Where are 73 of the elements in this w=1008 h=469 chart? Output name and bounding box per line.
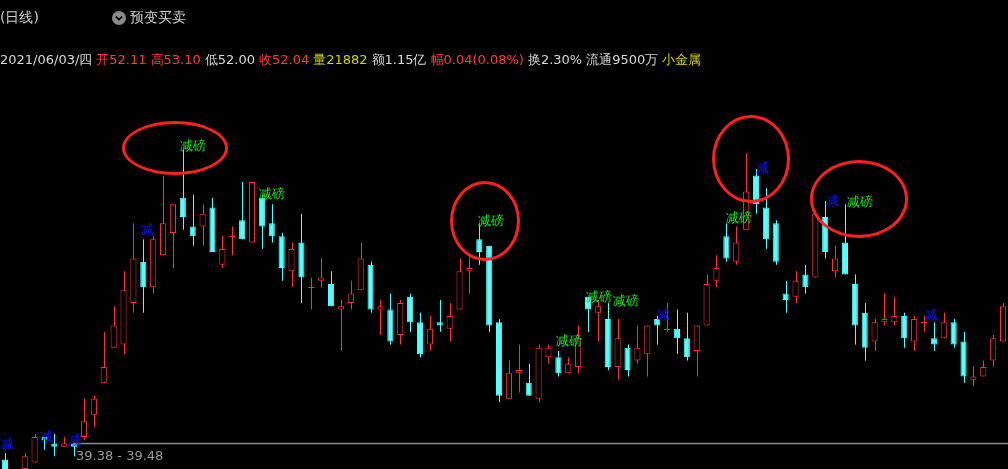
candlestick (347, 280, 354, 310)
candlestick (407, 293, 414, 333)
candlestick (693, 324, 700, 377)
candlestick (140, 238, 147, 314)
candlestick (328, 270, 335, 307)
text: 量21882 (313, 52, 368, 67)
candlestick (990, 334, 997, 368)
annotation: 减磅 (259, 186, 285, 201)
annotation: 减 (925, 307, 938, 322)
candlestick (219, 235, 226, 269)
candlestick (624, 344, 631, 377)
candlestick (189, 194, 196, 247)
annotation: 减磅 (586, 289, 612, 304)
text: 换2.30% (527, 52, 583, 67)
candlestick (555, 350, 562, 377)
candlestick (446, 302, 453, 342)
candlestick (713, 254, 720, 288)
candlestick (881, 293, 888, 326)
candlestick (90, 395, 97, 429)
annotation: 减磅 (180, 138, 206, 153)
candlestick (683, 312, 690, 362)
candlestick (505, 360, 513, 400)
candlestick (723, 222, 730, 263)
candlestick (100, 331, 107, 384)
candlestick (970, 366, 977, 387)
candlestick (792, 270, 799, 304)
annotation: 减 (68, 432, 81, 447)
candlestick (110, 305, 117, 349)
text: 流通9500万 (586, 52, 659, 67)
annotation: 减磅 (847, 194, 873, 209)
text: 2021/06/03/四 (0, 52, 93, 67)
candlestick (940, 312, 947, 339)
candlestick (525, 363, 532, 397)
text: 高53.10 (150, 52, 201, 67)
annotation: 减磅 (613, 293, 639, 308)
annotation: 减 (141, 222, 154, 237)
candlestick (31, 433, 38, 464)
candlestick (950, 318, 957, 349)
annotation: 减磅 (478, 213, 504, 228)
text: 收52.04 (258, 52, 310, 67)
candlestick (377, 299, 384, 336)
annotation: 减 (826, 193, 839, 208)
candlestick (911, 315, 918, 352)
candlestick (268, 203, 275, 244)
text: 额1.15亿 (371, 52, 427, 67)
candlestick (80, 398, 88, 441)
text: 开52.11 (96, 52, 147, 67)
candlestick (199, 203, 206, 247)
candlestick (545, 344, 552, 365)
candlestick (288, 242, 295, 288)
candlestick (228, 226, 236, 256)
annotation: 减 (1, 436, 14, 451)
annotation: 39.38 - 39.48 (76, 448, 164, 463)
annotation: 减 (40, 429, 53, 444)
candlestick (901, 312, 908, 349)
text: 幅0.04(0.08%) (430, 52, 524, 67)
candlestick (634, 324, 641, 365)
candlestick (239, 181, 246, 240)
candlestick (802, 264, 809, 295)
candlestick (930, 321, 937, 352)
candlestick (426, 315, 433, 352)
text: 预变买卖 (130, 9, 186, 27)
candlestick (51, 433, 58, 457)
candlestick (832, 245, 839, 279)
text: 小金属 (662, 52, 702, 67)
candlestick (673, 309, 681, 355)
text: 低52.00 (204, 52, 255, 67)
chart-title: (日线) (0, 9, 39, 27)
candlestick (307, 277, 315, 310)
candlestick (871, 318, 878, 352)
annotation: 减 (756, 160, 769, 175)
candlestick (337, 299, 345, 352)
candlestick (733, 226, 740, 266)
